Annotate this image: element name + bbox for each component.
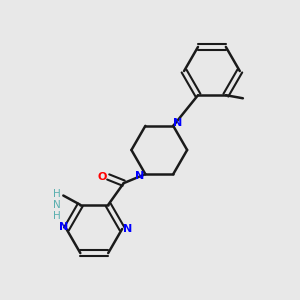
Text: O: O [98,172,107,182]
Text: N: N [173,118,182,128]
Text: N: N [53,200,61,210]
Text: N: N [59,222,69,233]
Text: N: N [135,171,144,181]
Text: H: H [53,189,61,199]
Text: N: N [123,224,132,234]
Text: H: H [53,211,61,221]
